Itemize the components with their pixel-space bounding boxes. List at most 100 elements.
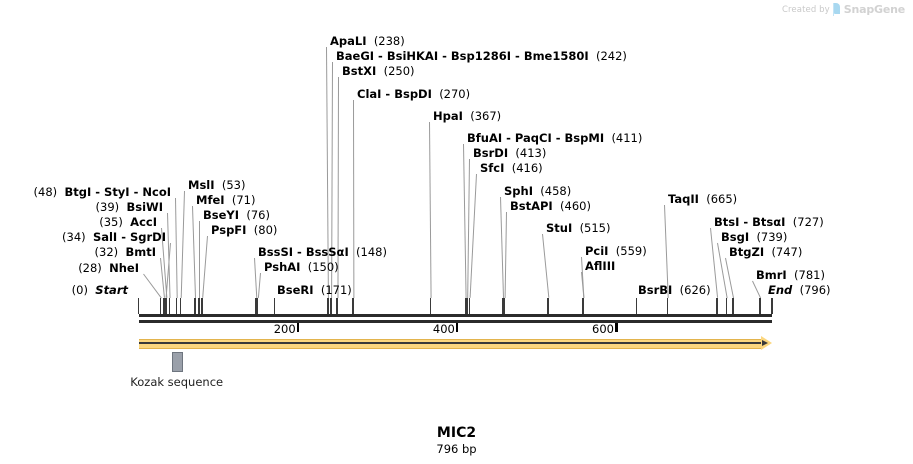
enzyme-label-sphi[interactable]: SphI (458) (504, 185, 571, 197)
restriction-site-tick (179, 298, 182, 314)
enzyme-position: (250) (383, 64, 415, 78)
enzyme-name: SfcI (480, 161, 505, 175)
enzyme-name: BstAPI (510, 199, 553, 213)
enzyme-name: PshAI (264, 260, 301, 274)
ruler-tick-label: 400 (432, 322, 455, 336)
orf-arrow-body[interactable] (138, 339, 761, 349)
enzyme-label-pshai[interactable]: PshAI (150) (264, 261, 339, 273)
enzyme-name: Bsp1286I (450, 49, 512, 63)
backbone-line-top (138, 314, 772, 317)
enzyme-separator: - (129, 185, 143, 199)
enzyme-name: BtgZI (729, 245, 765, 259)
enzyme-name: SalI (92, 230, 118, 244)
enzyme-position: (48) (33, 185, 58, 199)
enzyme-label-bstxi[interactable]: BstXI (250) (342, 65, 415, 77)
enzyme-position: (39) (95, 200, 120, 214)
enzyme-label-stui[interactable]: StuI (515) (546, 222, 611, 234)
restriction-site-tick (162, 298, 165, 314)
enzyme-position: (270) (439, 87, 471, 101)
enzyme-label-apali[interactable]: ApaLI (238) (330, 35, 405, 47)
enzyme-label-bmri[interactable]: BmrI (781) (756, 269, 825, 281)
restriction-site-tick (330, 298, 332, 314)
enzyme-label-mfei[interactable]: MfeI (71) (196, 194, 255, 206)
enzyme-position: (242) (595, 49, 627, 63)
enzyme-name: StyI (104, 185, 130, 199)
enzyme-name: BsiWI (126, 200, 163, 214)
enzyme-label-bsrdi[interactable]: BsrDI (413) (473, 147, 546, 159)
restriction-site-tick (336, 298, 339, 314)
enzyme-name: BmrI (756, 268, 787, 282)
enzyme-label-bseyi[interactable]: BseYI (76) (203, 209, 270, 221)
enzyme-label-hpai[interactable]: HpaI (367) (433, 110, 501, 122)
enzyme-position: (148) (356, 245, 387, 259)
enzyme-name: PciI (585, 244, 609, 258)
enzyme-name: BseYI (203, 208, 240, 222)
enzyme-name: SgrDI (129, 230, 166, 244)
enzyme-label-bseri[interactable]: BseRI (171) (277, 284, 352, 296)
enzyme-label-pspfi[interactable]: PspFI (80) (211, 224, 277, 236)
enzyme-name: TaqII (668, 192, 699, 206)
enzyme-position: (35) (99, 215, 123, 229)
enzyme-label-taqii[interactable]: TaqII (665) (668, 193, 737, 205)
enzyme-position: (458) (540, 184, 572, 198)
enzyme-position: (34) (62, 230, 86, 244)
enzyme-position: (238) (373, 34, 405, 48)
orf-arrow-core-line (138, 342, 763, 344)
enzyme-label-bsiwi[interactable]: (39) BsiWI (96, 201, 163, 213)
enzyme-name: StuI (546, 221, 573, 235)
restriction-site-tick (256, 298, 259, 314)
enzyme-label-bsssi-bsssai[interactable]: BssSI - BssSαI (148) (258, 246, 387, 258)
leader-line-bsrdi (467, 158, 470, 298)
enzyme-label-bstapi[interactable]: BstAPI (460) (510, 200, 591, 212)
ruler-tick-label: 600 (592, 322, 614, 336)
enzyme-position: (727) (792, 215, 824, 229)
enzyme-name: PspFI (211, 223, 247, 237)
enzyme-label-btgi-styi-ncoi[interactable]: (48) BtgI - StyI - NcoI (34, 186, 171, 198)
enzyme-label-acci[interactable]: (35) AccI (99, 216, 157, 228)
enzyme-name: Bme1580I (523, 49, 589, 63)
enzyme-name: Start (95, 283, 128, 297)
restriction-site-tick (197, 298, 200, 314)
leader-line-btsi-btsai (710, 227, 719, 299)
enzyme-label-sfci[interactable]: SfcI (416) (480, 162, 543, 174)
enzyme-name: ApaLI (330, 34, 367, 48)
enzyme-position: (0) (71, 283, 88, 297)
enzyme-name: BssSI (258, 245, 294, 259)
ruler-tick-label: 200 (273, 322, 296, 336)
enzyme-name: BtsαI (752, 215, 786, 229)
enzyme-position: (32) (94, 245, 119, 259)
leader-line-bsssi-bsssai (254, 257, 258, 299)
enzyme-label-btgzi[interactable]: BtgZI (747) (729, 246, 802, 258)
enzyme-name: NheI (109, 261, 139, 275)
restriction-site-tick (159, 298, 162, 314)
enzyme-label-btsi-btsai[interactable]: BtsI - BtsαI (727) (714, 216, 824, 228)
enzyme-name: BtsI (714, 215, 740, 229)
enzyme-label-afliii[interactable]: AflIII (585, 260, 615, 272)
enzyme-label-end[interactable]: End (796) (768, 284, 831, 296)
restriction-site-tick (429, 298, 432, 314)
enzyme-label-bsgi[interactable]: BsgI (739) (721, 231, 787, 243)
enzyme-name: BstXI (342, 64, 377, 78)
enzyme-name: NcoI (142, 185, 171, 199)
restriction-site-tick (466, 298, 468, 314)
enzyme-label-nhei[interactable]: (28) NheI (78, 262, 139, 274)
enzyme-label-baegi-group[interactable]: BaeGI - BsiHKAI - Bsp1286I - Bme1580I (2… (336, 50, 627, 62)
enzyme-label-bsrbi[interactable]: BsrBI (626) (638, 284, 711, 296)
enzyme-name: BspDI (394, 87, 432, 101)
enzyme-label-clai-bspdi[interactable]: ClaI - BspDI (270) (357, 88, 470, 100)
enzyme-label-pcii[interactable]: PciI (559) (585, 245, 647, 257)
enzyme-label-start[interactable]: (0) Start (72, 284, 128, 296)
enzyme-label-bmti[interactable]: (32) BmtI (95, 246, 156, 258)
ruler-tick-mark (455, 323, 459, 332)
enzyme-label-msli[interactable]: MslI (53) (188, 179, 245, 191)
restriction-site-tick (771, 298, 773, 314)
enzyme-label-bfuai-group[interactable]: BfuAI - PaqCI - BspMI (411) (467, 132, 642, 144)
enzyme-position: (53) (221, 178, 246, 192)
enzyme-separator: - (381, 87, 395, 101)
feature-box-kozak-sequence[interactable] (171, 352, 183, 372)
watermark-brand: SnapGene (843, 3, 905, 16)
enzyme-name: BaeGI (336, 49, 375, 63)
enzyme-label-sali-sgrdi[interactable]: (34) SalI - SgrDI (62, 231, 166, 243)
enzyme-position: (515) (579, 221, 611, 235)
leader-line-mfei (192, 205, 197, 299)
